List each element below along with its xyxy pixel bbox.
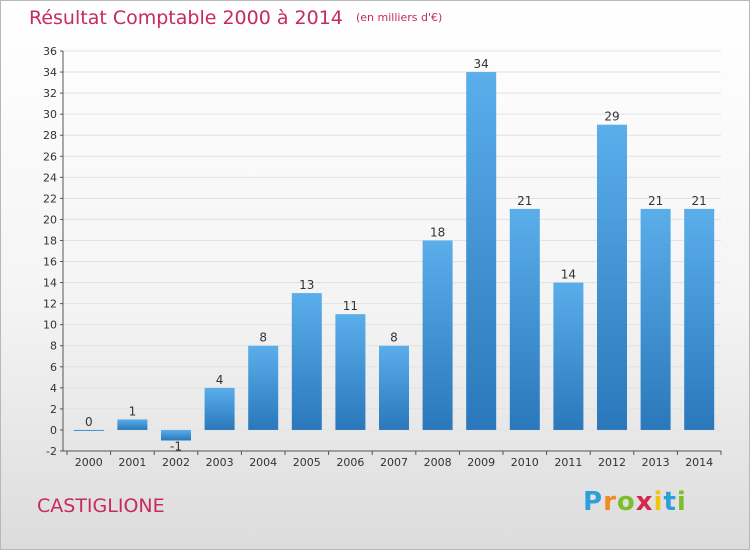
x-tick-label: 2010 <box>511 456 539 469</box>
x-tick-label: 2007 <box>380 456 408 469</box>
x-tick-label: 2008 <box>424 456 452 469</box>
x-tick-label: 2002 <box>162 456 190 469</box>
data-label: 18 <box>430 225 445 239</box>
y-tick-label: 32 <box>43 87 57 100</box>
y-tick-label: 4 <box>50 382 57 395</box>
y-tick-label: 26 <box>43 150 57 163</box>
y-tick-label: 22 <box>43 192 57 205</box>
data-label: 14 <box>561 268 576 282</box>
data-label: 1 <box>129 404 137 418</box>
x-tick-label: 2011 <box>554 456 582 469</box>
bar <box>204 387 235 430</box>
bar <box>248 345 279 430</box>
y-tick-label: 28 <box>43 129 57 142</box>
x-tick-label: 2014 <box>685 456 713 469</box>
y-tick-label: 10 <box>43 319 57 332</box>
bar <box>509 208 540 430</box>
bar <box>291 293 322 430</box>
x-tick-label: 2006 <box>336 456 364 469</box>
x-tick-label: 2001 <box>118 456 146 469</box>
y-tick-label: 6 <box>50 361 57 374</box>
bar <box>553 282 584 430</box>
x-tick-label: 2012 <box>598 456 626 469</box>
commune-name: CASTIGLIONE <box>37 495 165 517</box>
y-tick-label: 12 <box>43 298 57 311</box>
y-tick-label: 2 <box>50 403 57 416</box>
y-tick-label: 18 <box>43 234 57 247</box>
data-label: 21 <box>648 194 663 208</box>
bar <box>335 314 366 430</box>
bar <box>379 345 409 430</box>
bar <box>597 124 627 430</box>
x-tick-label: 2013 <box>642 456 670 469</box>
y-tick-label: 30 <box>43 108 57 121</box>
bar <box>73 429 104 431</box>
bar <box>684 208 715 430</box>
y-tick-label: 8 <box>50 340 57 353</box>
data-label: -1 <box>170 439 182 453</box>
data-label: 0 <box>85 415 93 429</box>
data-label: 8 <box>390 331 398 345</box>
bar <box>422 240 453 430</box>
bar <box>640 208 671 430</box>
chart-subtitle: (en milliers d'€) <box>355 11 443 24</box>
proxiti-logo: Proxiti <box>583 487 687 517</box>
x-tick-label: 2009 <box>467 456 495 469</box>
y-tick-label: 36 <box>43 45 57 58</box>
y-tick-label: -2 <box>46 445 57 458</box>
y-tick-label: 34 <box>43 66 57 79</box>
y-tick-label: 16 <box>43 256 57 269</box>
data-label: 8 <box>259 331 267 345</box>
chart-title-group: Résultat Comptable 2000 à 2014 (en milli… <box>29 7 442 29</box>
chart-title: Résultat Comptable 2000 à 2014 <box>29 7 343 29</box>
data-label: 21 <box>517 194 532 208</box>
x-tick-label: 2000 <box>75 456 103 469</box>
data-label: 34 <box>474 57 489 71</box>
y-tick-label: 24 <box>43 171 57 184</box>
data-label: 11 <box>343 299 358 313</box>
y-tick-label: 0 <box>50 424 57 437</box>
data-label: 13 <box>299 278 314 292</box>
bar <box>466 72 497 430</box>
x-tick-label: 2004 <box>249 456 277 469</box>
bar <box>117 419 148 430</box>
x-tick-label: 2003 <box>206 456 234 469</box>
y-tick-label: 20 <box>43 213 57 226</box>
data-label: 29 <box>604 110 619 124</box>
data-label: 4 <box>216 373 224 387</box>
y-tick-label: 14 <box>43 277 57 290</box>
data-label: 21 <box>692 194 707 208</box>
x-tick-label: 2005 <box>293 456 321 469</box>
bar <box>161 429 191 441</box>
